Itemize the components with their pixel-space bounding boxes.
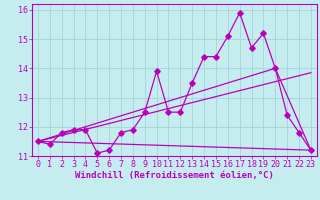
X-axis label: Windchill (Refroidissement éolien,°C): Windchill (Refroidissement éolien,°C): [75, 171, 274, 180]
